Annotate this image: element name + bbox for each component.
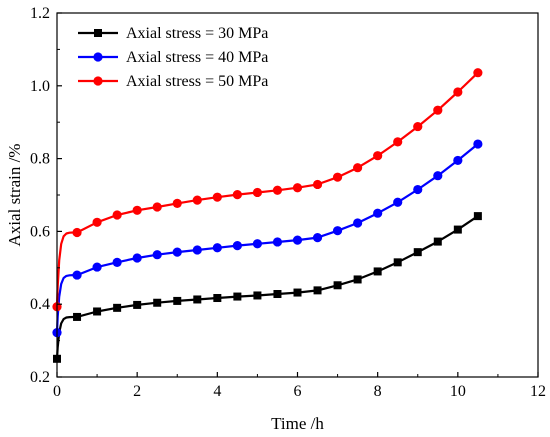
- data-point: [132, 205, 142, 215]
- data-point: [453, 225, 462, 234]
- x-tick-label: 8: [374, 383, 382, 400]
- series-3: [52, 68, 483, 312]
- data-point: [473, 68, 483, 78]
- data-point: [213, 294, 222, 303]
- y-tick-label: 0.4: [30, 296, 50, 313]
- data-point: [252, 187, 263, 198]
- legend-entry: Axial stress = 30 MPa: [78, 25, 268, 42]
- data-point: [112, 257, 122, 267]
- series-2: [52, 139, 483, 338]
- y-tick-label: 1.0: [30, 78, 50, 95]
- y-tick-label: 0.6: [30, 223, 50, 240]
- data-point: [413, 184, 423, 195]
- legend-entry: Axial stress = 50 MPa: [78, 73, 268, 90]
- data-point: [373, 151, 383, 161]
- x-tick-label: 10: [450, 383, 466, 400]
- data-point: [293, 288, 302, 297]
- data-point: [332, 172, 343, 182]
- data-point: [473, 139, 483, 149]
- data-point: [192, 245, 202, 255]
- data-point: [192, 195, 202, 205]
- y-tick-label: 1.2: [30, 5, 50, 22]
- data-point: [92, 262, 102, 272]
- data-point: [152, 202, 162, 212]
- legend-label: Axial stress = 40 MPa: [126, 49, 268, 66]
- data-point: [132, 253, 142, 263]
- data-point: [152, 250, 162, 260]
- data-point: [332, 226, 343, 236]
- data-point: [273, 290, 282, 299]
- legend-label: Axial stress = 50 MPa: [126, 73, 268, 90]
- legend-marker: [93, 52, 103, 62]
- data-point: [433, 105, 443, 115]
- legend-label: Axial stress = 30 MPa: [126, 25, 268, 42]
- y-axis-title: Axial strain /%: [5, 144, 24, 247]
- data-point: [93, 307, 102, 316]
- data-point: [193, 295, 202, 304]
- data-point: [72, 270, 82, 280]
- x-axis-title: Time /h: [271, 414, 324, 433]
- data-point: [413, 248, 422, 257]
- data-point: [313, 286, 322, 295]
- data-point: [393, 197, 403, 207]
- series-1: [53, 212, 482, 363]
- data-point: [473, 212, 482, 221]
- data-point: [272, 237, 283, 247]
- x-tick-label: 2: [133, 383, 141, 400]
- data-point: [232, 240, 242, 251]
- y-tick-label: 0.8: [30, 151, 50, 168]
- data-point: [453, 87, 463, 97]
- data-point: [393, 137, 403, 147]
- legend-marker: [93, 76, 103, 86]
- data-point: [272, 185, 283, 195]
- data-point: [413, 121, 423, 132]
- axis-ticks: 0 2 4 6 8 10 12 0.2 0.4 0.6 0.8 1.0 1.2: [30, 5, 546, 400]
- data-point: [113, 303, 122, 312]
- data-point: [433, 171, 443, 181]
- data-point: [73, 312, 82, 321]
- data-point: [92, 217, 102, 227]
- legend: Axial stress = 30 MPa Axial stress = 40 M…: [78, 25, 268, 90]
- data-point: [233, 292, 242, 301]
- plot-marks: [52, 68, 483, 363]
- data-point: [212, 243, 222, 253]
- data-point: [292, 235, 303, 245]
- x-tick-label: 4: [213, 383, 221, 400]
- data-point: [333, 281, 342, 290]
- data-point: [393, 258, 402, 267]
- data-point: [172, 247, 182, 257]
- data-point: [312, 179, 323, 190]
- data-point: [253, 291, 262, 300]
- data-point: [353, 163, 363, 173]
- series-line: [55, 215, 479, 359]
- data-point: [153, 298, 162, 307]
- x-tick-label: 6: [294, 383, 302, 400]
- data-point: [353, 275, 362, 284]
- data-point: [292, 183, 303, 193]
- data-point: [112, 210, 122, 220]
- data-point: [172, 198, 182, 208]
- data-point: [373, 208, 383, 218]
- data-point: [232, 190, 242, 200]
- x-tick-label: 0: [53, 383, 61, 400]
- plot-frame: [56, 12, 539, 378]
- y-tick-label: 0.2: [30, 369, 50, 386]
- data-point: [173, 296, 182, 305]
- data-point: [312, 232, 323, 243]
- data-point: [373, 267, 382, 276]
- data-point: [453, 155, 463, 166]
- legend-marker: [94, 29, 102, 37]
- data-point: [72, 227, 82, 238]
- x-tick-label: 12: [530, 383, 546, 400]
- data-point: [433, 237, 442, 246]
- data-point: [212, 192, 222, 202]
- legend-entry: Axial stress = 40 MPa: [78, 49, 268, 66]
- data-point: [353, 218, 363, 228]
- data-point: [133, 300, 142, 309]
- data-point: [252, 239, 263, 249]
